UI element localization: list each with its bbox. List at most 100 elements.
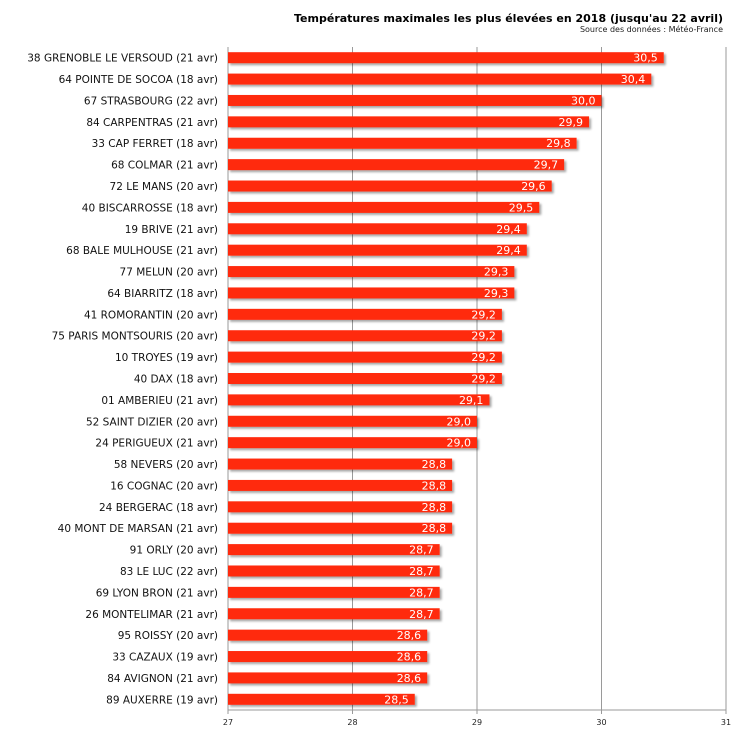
bar <box>228 73 652 85</box>
category-label: 91 ORLY (20 avr) <box>130 545 218 557</box>
chart-title: Températures maximales les plus élevées … <box>294 12 723 25</box>
bar-value-label: 28,6 <box>397 629 422 642</box>
category-label: 40 BISCARROSSE (18 avr) <box>82 202 218 214</box>
bar <box>228 330 502 342</box>
bar <box>228 458 453 470</box>
category-label: 19 BRIVE (21 avr) <box>125 224 218 236</box>
category-labels: 38 GRENOBLE LE VERSOUD (21 avr) 64 POINTE… <box>27 53 218 707</box>
bar <box>228 565 440 577</box>
bar <box>228 308 502 320</box>
bar-value-label: 29,2 <box>471 308 496 321</box>
bar <box>228 266 515 278</box>
bar <box>228 244 527 256</box>
bar-value-label: 29,3 <box>484 287 509 300</box>
bar-value-label: 28,8 <box>422 501 447 514</box>
category-label: 33 CAZAUX (19 avr) <box>112 652 218 664</box>
bar-value-label: 29,9 <box>559 116 584 129</box>
x-tick-label: 30 <box>596 718 606 727</box>
bar <box>228 586 440 598</box>
category-label: 38 GRENOBLE LE VERSOUD (21 avr) <box>27 53 218 65</box>
bar <box>228 522 453 534</box>
category-label: 89 AUXERRE (19 avr) <box>106 694 218 706</box>
category-label: 84 AVIGNON (21 avr) <box>107 673 218 685</box>
bar <box>228 201 540 213</box>
category-label: 26 MONTELIMAR (21 avr) <box>85 609 218 621</box>
bar <box>228 180 552 192</box>
bar <box>228 394 490 406</box>
bar-value-label: 28,6 <box>397 672 422 685</box>
bar <box>228 223 527 235</box>
bar-value-label: 29,6 <box>521 180 546 193</box>
bar-value-label: 28,8 <box>422 479 447 492</box>
bar <box>228 94 602 106</box>
bar-value-label: 29,0 <box>447 437 472 450</box>
bar <box>228 672 428 684</box>
bar-value-label: 28,5 <box>384 693 409 706</box>
bar-value-label: 29,2 <box>471 330 496 343</box>
x-tick-label: 29 <box>472 718 482 727</box>
bar <box>228 693 415 705</box>
bar-value-label: 29,8 <box>546 137 571 150</box>
category-label: 41 ROMORANTIN (20 avr) <box>84 309 218 321</box>
bar-value-label: 30,0 <box>571 94 596 107</box>
category-label: 69 LYON BRON (21 avr) <box>96 587 218 599</box>
x-tick-label: 28 <box>347 718 357 727</box>
category-label: 40 MONT DE MARSAN (21 avr) <box>58 523 218 535</box>
category-label: 01 AMBERIEU (21 avr) <box>101 395 218 407</box>
bar-value-label: 29,2 <box>471 351 496 364</box>
bar-value-label: 29,0 <box>447 415 472 428</box>
bar <box>228 415 477 427</box>
category-label: 68 BALE MULHOUSE (21 avr) <box>66 245 218 257</box>
category-label: 33 CAP FERRET (18 avr) <box>92 138 218 150</box>
bar <box>228 137 577 149</box>
category-label: 64 POINTE DE SOCOA (18 avr) <box>59 74 218 86</box>
x-tick-label: 31 <box>721 718 731 727</box>
category-label: 24 BERGERAC (18 avr) <box>99 502 218 514</box>
bar <box>228 651 428 663</box>
bar-value-label: 28,7 <box>409 565 434 578</box>
category-label: 58 NEVERS (20 avr) <box>114 459 218 471</box>
category-label: 10 TROYES (19 avr) <box>115 352 218 364</box>
bar <box>228 52 664 64</box>
category-label: 77 MELUN (20 avr) <box>120 267 218 279</box>
bar-value-label: 30,5 <box>633 52 658 65</box>
bar <box>228 437 477 449</box>
bar-value-label: 29,3 <box>484 266 509 279</box>
bar <box>228 544 440 556</box>
bar-value-label: 28,7 <box>409 608 434 621</box>
bar-value-label: 30,4 <box>621 73 646 86</box>
bar-value-label: 28,6 <box>397 651 422 664</box>
bars: 30,5 30,4 30,0 29,9 29,8 29,7 29,6 29,5 29,4 29,4… <box>228 52 664 706</box>
bar <box>228 159 565 171</box>
category-label: 24 PERIGUEUX (21 avr) <box>95 438 218 450</box>
category-label: 68 COLMAR (21 avr) <box>111 160 218 172</box>
category-label: 75 PARIS MONTSOURIS (20 avr) <box>52 331 218 343</box>
bar <box>228 629 428 641</box>
bar <box>228 608 440 620</box>
bar-value-label: 29,5 <box>509 201 534 214</box>
category-label: 40 DAX (18 avr) <box>134 374 218 386</box>
bar <box>228 116 590 128</box>
bar-value-label: 29,1 <box>459 394 484 407</box>
bar-value-label: 28,8 <box>422 522 447 535</box>
category-label: 67 STRASBOURG (22 avr) <box>84 95 218 107</box>
bar-value-label: 28,8 <box>422 458 447 471</box>
category-label: 52 SAINT DIZIER (20 avr) <box>86 416 218 428</box>
bar-value-label: 29,7 <box>534 159 559 172</box>
category-label: 83 LE LUC (22 avr) <box>120 566 218 578</box>
bar <box>228 373 502 384</box>
bar-value-label: 28,7 <box>409 586 434 599</box>
x-tick-label: 27 <box>223 718 233 727</box>
bar-value-label: 28,7 <box>409 544 434 557</box>
bar <box>228 287 515 299</box>
category-label: 64 BIARRITZ (18 avr) <box>107 288 218 300</box>
chart-subtitle: Source des données : Météo-France <box>579 25 723 34</box>
bar-value-label: 29,2 <box>471 373 496 386</box>
bar <box>228 501 453 513</box>
category-label: 84 CARPENTRAS (21 avr) <box>86 117 218 129</box>
bar <box>228 479 453 491</box>
x-axis-ticks: 27 28 29 30 31 <box>223 709 731 727</box>
category-label: 16 COGNAC (20 avr) <box>110 480 218 492</box>
category-label: 95 ROISSY (20 avr) <box>118 630 218 642</box>
